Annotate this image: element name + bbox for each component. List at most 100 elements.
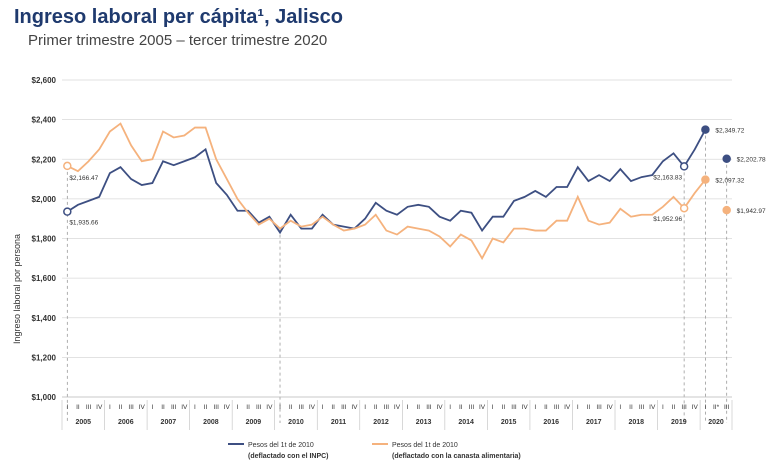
data-point-marker <box>722 154 731 163</box>
x-tick-label: II <box>76 404 80 411</box>
y-tick-label: $1,200 <box>32 353 57 362</box>
data-label: $1,952.96 <box>653 216 682 223</box>
x-tick-label: II <box>161 404 165 411</box>
y-tick-label: $2,600 <box>32 76 57 85</box>
x-tick-label: III <box>86 404 92 411</box>
data-point-marker <box>63 207 72 216</box>
legend: Pesos del 1t de 2010 (deflactado con el I… <box>228 442 521 460</box>
x-tick-label: IV <box>309 404 316 411</box>
x-year-label: 2009 <box>246 419 262 426</box>
x-tick-label: II* <box>713 404 720 411</box>
data-point-marker <box>701 175 710 184</box>
series-line-1 <box>66 129 707 235</box>
x-tick-label: I <box>449 404 451 411</box>
x-tick-label: II <box>459 404 463 411</box>
x-year-label: 2017 <box>586 419 602 426</box>
x-tick-label: II <box>204 404 208 411</box>
y-tick-label: $1,600 <box>32 274 57 283</box>
x-tick-label: IV <box>436 404 443 411</box>
x-tick-label: III <box>128 404 134 411</box>
y-tick-label: $2,000 <box>32 195 57 204</box>
series-line-2 <box>66 122 707 261</box>
x-tick-label: II <box>672 404 676 411</box>
x-tick-label: I <box>619 404 621 411</box>
data-label: $2,163.83 <box>653 174 682 181</box>
x-tick-label: IV <box>522 404 529 411</box>
chart-subtitle: Primer trimestre 2005 – tercer trimestre… <box>28 32 328 49</box>
x-tick-label: III <box>554 404 560 411</box>
x-tick-label: III <box>596 404 602 411</box>
legend-label: Pesos del 1t de 2010 <box>392 442 458 449</box>
x-tick-label: II <box>374 404 378 411</box>
x-year-label: 2014 <box>458 419 474 426</box>
chart-title: Ingreso laboral per cápita¹, Jalisco <box>14 6 344 28</box>
legend-label: (deflactado con la canasta alimentaria) <box>392 453 521 460</box>
data-point-marker <box>679 162 689 171</box>
y-tick-label: $2,200 <box>32 155 57 164</box>
x-tick-label: IV <box>266 404 273 411</box>
x-tick-label: III <box>171 404 177 411</box>
x-tick-label: III <box>213 404 219 411</box>
y-tick-label: $1,400 <box>32 314 57 323</box>
x-tick-label: III <box>681 404 687 411</box>
x-tick-label: I <box>364 404 366 411</box>
x-year-label: 2015 <box>501 419 517 426</box>
y-tick-label: $1,800 <box>32 235 57 244</box>
x-tick-label: I <box>322 404 324 411</box>
y-tick-label: $1,000 <box>32 393 57 402</box>
x-tick-label: II <box>544 404 548 411</box>
data-point-marker <box>722 205 731 215</box>
x-tick-label: IV <box>181 404 188 411</box>
x-tick-label: I <box>534 404 536 411</box>
x-tick-label: II <box>289 404 293 411</box>
x-tick-label: III <box>299 404 305 411</box>
x-tick-label: I <box>662 404 664 411</box>
x-tick-label: I <box>194 404 196 411</box>
y-tick-label: $2,400 <box>32 116 57 125</box>
x-tick-label: IV <box>479 404 486 411</box>
x-tick-label: IV <box>139 404 146 411</box>
x-year-label: 2020 <box>708 419 724 426</box>
x-tick-label: I <box>237 404 239 411</box>
x-tick-label: I <box>66 404 68 411</box>
x-tick-label: I <box>577 404 579 411</box>
legend-label: Pesos del 1t de 2010 <box>248 442 314 449</box>
x-tick-label: II <box>587 404 591 411</box>
x-tick-label: III <box>469 404 475 411</box>
x-tick-label: III <box>639 404 645 411</box>
x-tick-label: IV <box>649 404 656 411</box>
x-tick-label: III <box>384 404 390 411</box>
x-tick-label: II <box>629 404 633 411</box>
x-tick-label: III <box>256 404 262 411</box>
x-year-label: 2011 <box>331 419 346 426</box>
x-tick-label: IV <box>351 404 358 411</box>
y-axis-ticks: $1,000 $1,200 $1,400 $1,600 $1,800 $2,000 $2,2… <box>32 76 57 402</box>
x-year-label: 2013 <box>416 419 432 426</box>
x-tick-label: IV <box>564 404 571 411</box>
series-lines <box>66 122 707 261</box>
x-year-label: 2005 <box>75 419 91 426</box>
x-year-label: 2010 <box>288 419 304 426</box>
data-point-marker <box>701 125 710 134</box>
x-year-label: 2016 <box>543 419 559 426</box>
data-label: $2,349.72 <box>715 128 744 135</box>
x-tick-label: IV <box>607 404 614 411</box>
x-tick-label: I <box>705 404 707 411</box>
x-tick-label: I <box>279 404 281 411</box>
x-tick-label: III <box>724 404 730 411</box>
data-point-marker <box>679 203 689 213</box>
data-label: $1,942.97 <box>737 208 766 215</box>
x-year-label: 2006 <box>118 419 134 426</box>
x-year-label: 2007 <box>161 419 177 426</box>
x-tick-label: I <box>407 404 409 411</box>
data-label: $1,935.66 <box>69 220 98 227</box>
x-tick-label: II <box>246 404 250 411</box>
x-year-label: 2012 <box>373 419 389 426</box>
data-point-marker <box>63 161 72 171</box>
x-tick-label: IV <box>224 404 231 411</box>
legend-label: (deflactado con el INPC) <box>248 453 329 460</box>
x-tick-label: II <box>331 404 335 411</box>
x-tick-label: III <box>511 404 517 411</box>
x-tick-label: IV <box>394 404 401 411</box>
data-label: $2,166.47 <box>69 175 98 182</box>
